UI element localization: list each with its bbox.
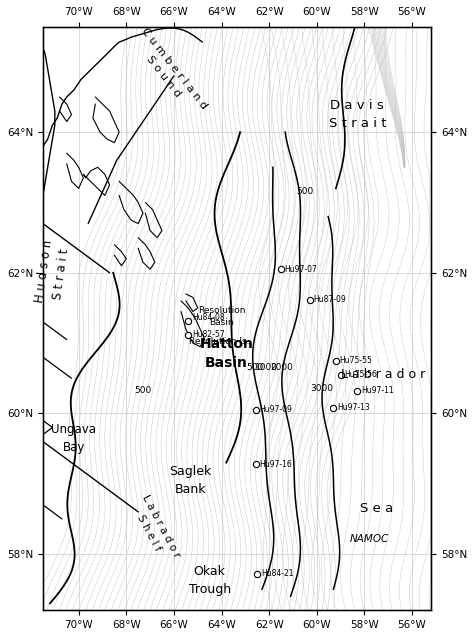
Text: 500: 500 [296, 187, 313, 196]
Text: Hu97-07: Hu97-07 [284, 265, 318, 274]
Text: S e a: S e a [360, 502, 393, 515]
Text: Hu82-57: Hu82-57 [192, 330, 224, 339]
Text: 2000: 2000 [271, 363, 294, 372]
Text: Resolution
Basin: Resolution Basin [198, 306, 245, 327]
Text: Hu87-09: Hu87-09 [313, 295, 346, 304]
Text: Saglek
Bank: Saglek Bank [169, 465, 212, 496]
Text: H u d s o n
S t r a i t: H u d s o n S t r a i t [33, 240, 72, 306]
Text: Hu97-16: Hu97-16 [260, 459, 292, 469]
Text: Ungava
Bay: Ungava Bay [51, 422, 96, 454]
Text: Hu97-09: Hu97-09 [260, 405, 292, 415]
Text: Hatton
Basin: Hatton Basin [200, 337, 253, 370]
Text: 1000: 1000 [255, 363, 278, 372]
Text: Okak
Trough: Okak Trough [189, 565, 231, 596]
Text: Resolution Is.: Resolution Is. [189, 337, 249, 346]
Text: 500: 500 [246, 363, 264, 372]
Text: L a b r a d o r
S h e l f: L a b r a d o r S h e l f [128, 493, 182, 566]
Text: D a v i s
S t r a i t: D a v i s S t r a i t [328, 99, 386, 130]
Text: NAMOC: NAMOC [349, 534, 389, 543]
Text: Hu97-13: Hu97-13 [337, 403, 370, 412]
Text: C u m b e r l a n d
S o u n d: C u m b e r l a n d S o u n d [129, 26, 209, 119]
Text: 500: 500 [134, 387, 152, 396]
Text: Hu84-08: Hu84-08 [192, 313, 224, 322]
Text: Hu75-56: Hu75-56 [344, 370, 377, 379]
Text: Hu97-11: Hu97-11 [361, 387, 393, 396]
Text: Hu75-55: Hu75-55 [339, 356, 372, 365]
Text: Hu84-21: Hu84-21 [261, 569, 293, 578]
Text: L a b r a d o r: L a b r a d o r [341, 368, 426, 382]
Text: 3000: 3000 [310, 384, 333, 393]
